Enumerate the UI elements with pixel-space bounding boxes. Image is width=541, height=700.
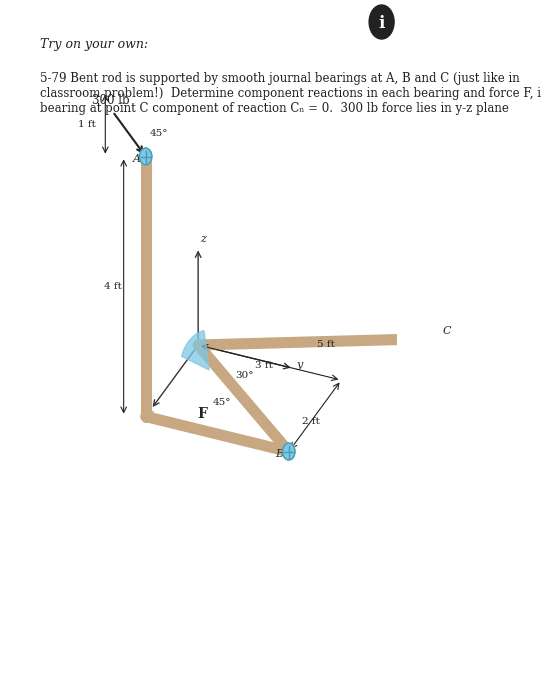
Text: 2 ft: 2 ft [302,417,320,426]
Text: i: i [378,15,385,32]
Text: B: B [275,449,283,458]
Text: 300 lb: 300 lb [93,94,130,106]
Text: y: y [296,360,303,370]
Text: z: z [200,234,206,244]
Text: F: F [197,407,207,421]
Text: C: C [443,326,451,335]
Text: 1 ft: 1 ft [78,120,96,129]
Circle shape [140,148,152,165]
Text: A: A [133,153,141,164]
Polygon shape [182,330,209,370]
Text: 4 ft: 4 ft [104,282,122,291]
Text: 5-79 Bent rod is supported by smooth journal bearings at A, B and C (just like i: 5-79 Bent rod is supported by smooth jou… [41,72,541,115]
Text: Try on your own:: Try on your own: [41,38,148,51]
Text: x: x [148,410,154,419]
Circle shape [282,443,295,460]
Text: 3 ft: 3 ft [255,360,273,370]
Text: 45°: 45° [149,130,168,139]
Text: 30°: 30° [235,371,253,380]
Circle shape [431,330,443,347]
Circle shape [369,5,394,39]
Text: 5 ft: 5 ft [317,340,335,349]
Text: 45°: 45° [213,398,232,407]
